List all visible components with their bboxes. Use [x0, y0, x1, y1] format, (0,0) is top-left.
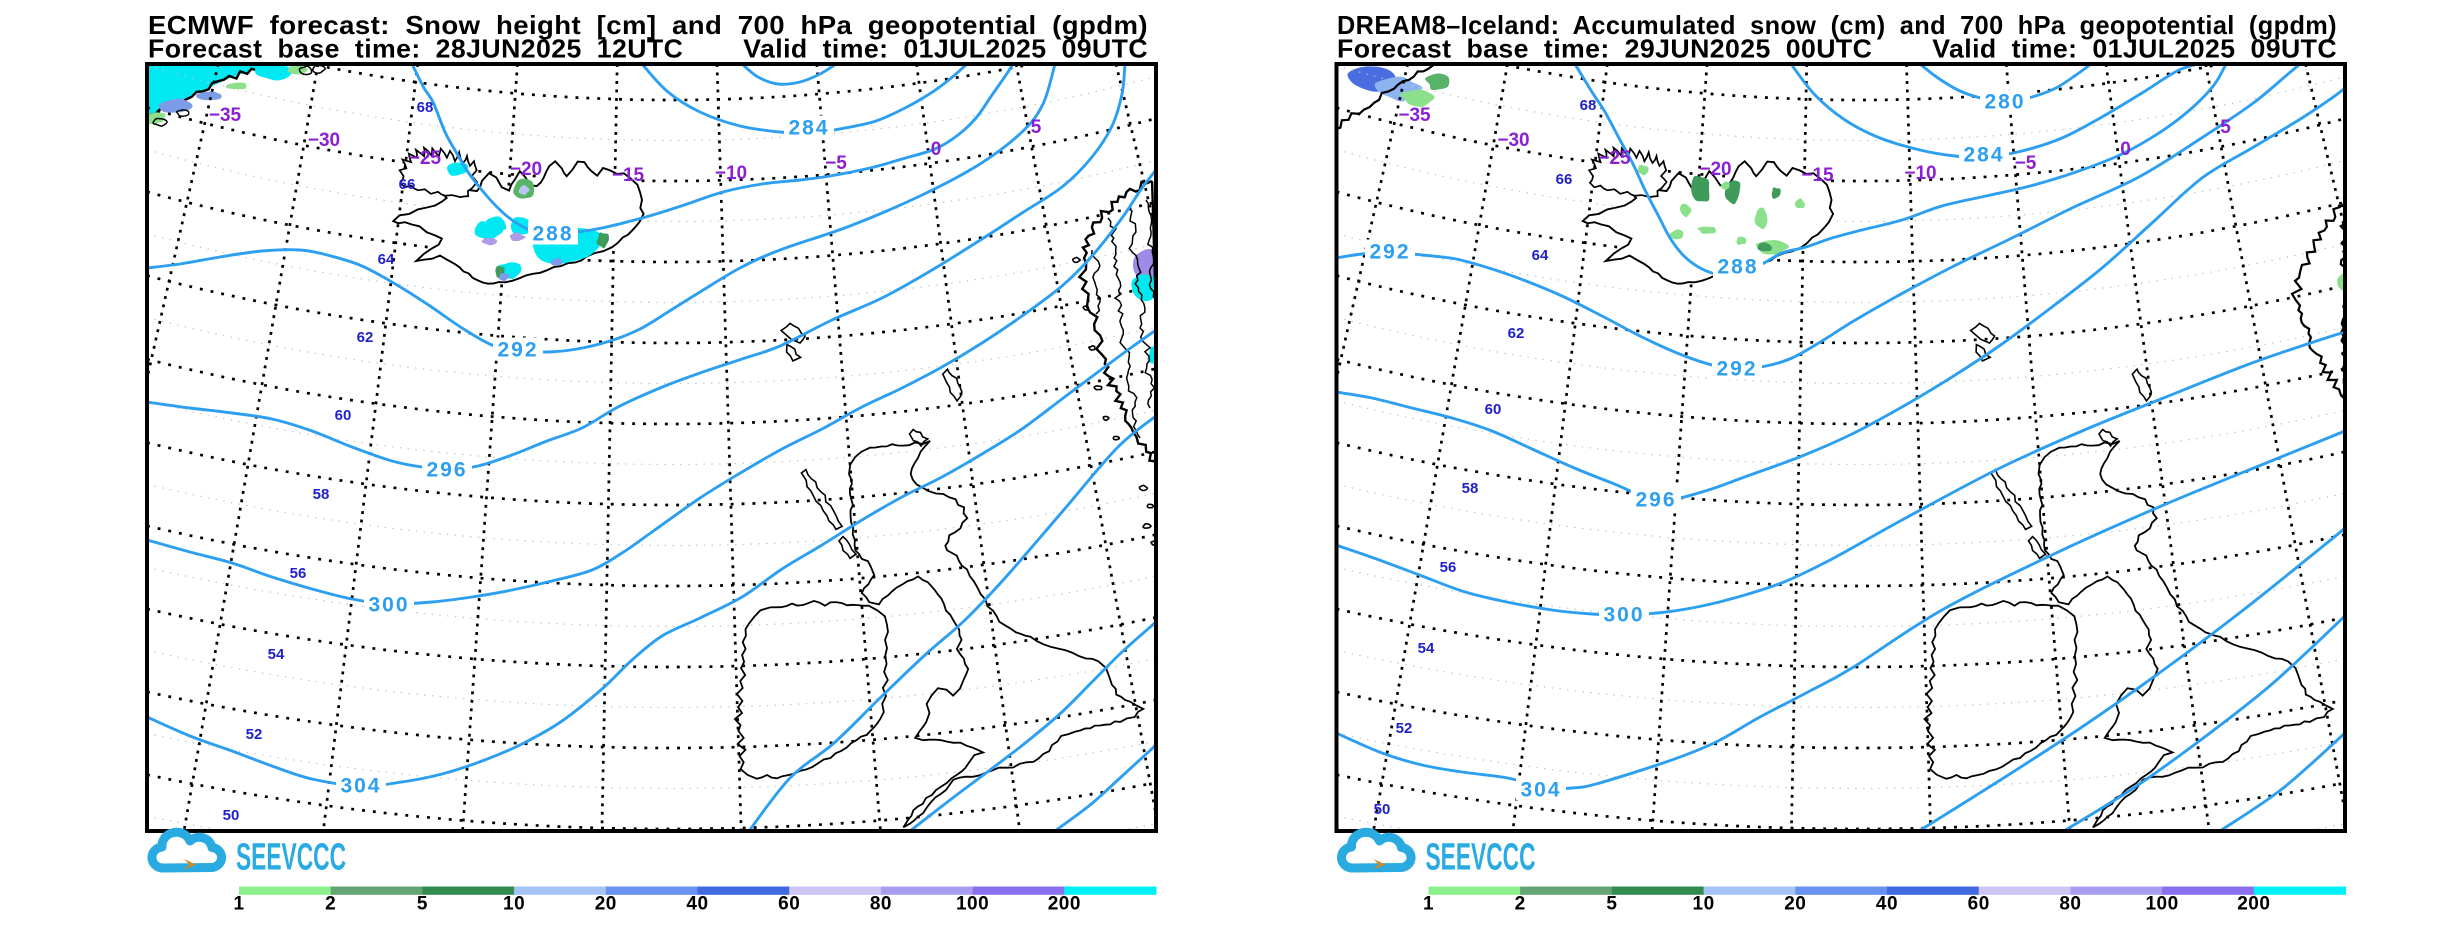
svg-text:296: 296 [1635, 489, 1676, 512]
svg-text:DREAM8–Iceland: Accumulated sn: DREAM8–Iceland: Accumulated snow (cm) an… [1337, 10, 2337, 40]
svg-text:54: 54 [1418, 640, 1435, 657]
svg-text:Forecast base time: 29JUN2025: Forecast base time: 29JUN2025 00UTC Vali… [1337, 34, 2337, 64]
svg-text:52: 52 [246, 726, 263, 743]
svg-text:5: 5 [1031, 117, 1042, 138]
svg-text:0: 0 [931, 139, 942, 160]
svg-text:−10: −10 [1904, 163, 1936, 184]
svg-text:−20: −20 [1699, 159, 1731, 180]
svg-text:200: 200 [2237, 894, 2270, 915]
svg-text:284: 284 [788, 117, 829, 140]
svg-text:2: 2 [325, 894, 336, 915]
svg-text:300: 300 [368, 594, 409, 617]
svg-text:54: 54 [268, 646, 285, 663]
svg-text:304: 304 [1520, 779, 1561, 802]
svg-text:1: 1 [233, 894, 244, 915]
svg-text:10: 10 [1693, 894, 1715, 915]
svg-text:296: 296 [426, 459, 467, 482]
svg-text:50: 50 [1374, 801, 1391, 818]
svg-text:292: 292 [1716, 358, 1757, 381]
svg-text:−35: −35 [209, 105, 242, 126]
svg-text:60: 60 [335, 407, 352, 424]
svg-text:60: 60 [1968, 894, 1990, 915]
svg-text:62: 62 [357, 329, 374, 346]
svg-text:−25: −25 [409, 148, 442, 169]
svg-text:58: 58 [313, 486, 330, 503]
svg-text:64: 64 [1532, 247, 1549, 264]
svg-text:1: 1 [1423, 894, 1434, 915]
svg-text:100: 100 [956, 894, 989, 915]
svg-text:80: 80 [870, 894, 892, 915]
svg-text:−20: −20 [510, 159, 542, 180]
svg-text:60: 60 [1485, 401, 1502, 418]
svg-text:58: 58 [1462, 480, 1479, 497]
svg-text:ECMWF forecast: Snow height [c: ECMWF forecast: Snow height [cm] and 700… [148, 10, 1148, 40]
svg-text:Forecast base time: 28JUN2025: Forecast base time: 28JUN2025 12UTC Vali… [148, 34, 1148, 64]
svg-text:56: 56 [1440, 559, 1457, 576]
svg-text:68: 68 [1580, 97, 1597, 114]
svg-text:SEEVCCC: SEEVCCC [1426, 837, 1536, 879]
svg-text:64: 64 [378, 251, 395, 268]
svg-text:−10: −10 [715, 163, 747, 184]
svg-text:−15: −15 [1801, 165, 1834, 186]
svg-text:288: 288 [1717, 256, 1758, 279]
svg-text:−30: −30 [1497, 130, 1529, 151]
svg-text:−30: −30 [308, 130, 340, 151]
svg-text:20: 20 [1784, 894, 1806, 915]
svg-text:288: 288 [532, 223, 573, 246]
svg-text:50: 50 [223, 807, 240, 824]
svg-text:66: 66 [399, 176, 416, 193]
svg-text:100: 100 [2145, 894, 2178, 915]
svg-text:292: 292 [1369, 241, 1410, 264]
svg-text:300: 300 [1603, 604, 1644, 627]
svg-text:−5: −5 [825, 153, 847, 174]
svg-text:0: 0 [2120, 139, 2131, 160]
svg-text:40: 40 [686, 894, 708, 915]
svg-text:62: 62 [1508, 325, 1525, 342]
svg-text:66: 66 [1556, 171, 1573, 188]
svg-text:52: 52 [1396, 720, 1413, 737]
svg-text:5: 5 [1606, 894, 1617, 915]
svg-text:−25: −25 [1598, 148, 1631, 169]
svg-text:200: 200 [1048, 894, 1081, 915]
svg-text:284: 284 [1963, 144, 2004, 167]
svg-text:2: 2 [1515, 894, 1526, 915]
svg-text:−35: −35 [1398, 105, 1431, 126]
svg-text:292: 292 [497, 339, 538, 362]
svg-text:40: 40 [1876, 894, 1898, 915]
svg-text:−15: −15 [612, 165, 645, 186]
svg-text:SEEVCCC: SEEVCCC [236, 837, 346, 879]
svg-text:80: 80 [2059, 894, 2081, 915]
svg-text:5: 5 [417, 894, 428, 915]
svg-text:−5: −5 [2015, 153, 2037, 174]
svg-text:280: 280 [1984, 91, 2025, 114]
svg-text:304: 304 [340, 775, 381, 798]
svg-text:10: 10 [503, 894, 525, 915]
svg-text:56: 56 [290, 565, 307, 582]
svg-text:5: 5 [2220, 117, 2231, 138]
svg-text:68: 68 [417, 99, 434, 116]
svg-text:20: 20 [595, 894, 617, 915]
svg-text:60: 60 [778, 894, 800, 915]
